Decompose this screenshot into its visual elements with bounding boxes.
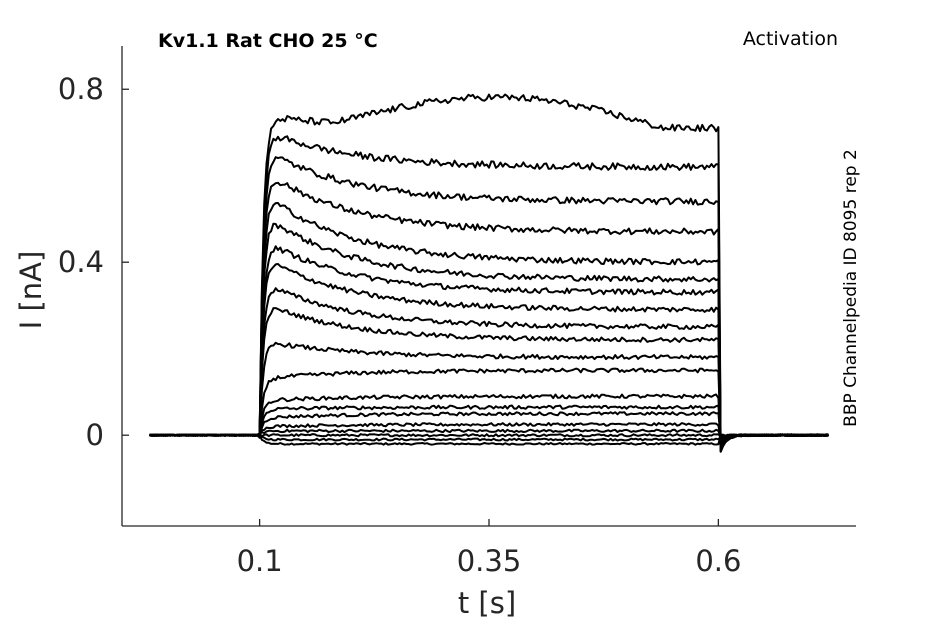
x-tick-label: 0.6 [695,544,741,578]
current-trace [149,433,829,442]
x-tick-label: 0.1 [237,544,283,578]
current-trace [149,135,829,453]
y-tick-label: 0.4 [58,245,104,279]
current-trace [149,433,829,439]
current-trace [149,367,829,443]
current-traces [149,93,830,453]
current-trace [149,287,829,446]
y-axis-label: I [nA] [14,251,48,330]
y-tick-label: 0.8 [58,72,104,106]
current-trace [149,433,829,446]
current-trace [149,422,829,440]
protocol-label: Activation [743,28,838,50]
y-axis-ticks: 0 0.4 0.8 [58,72,129,452]
current-trace [149,341,829,445]
y-tick-label: 0 [86,418,104,452]
current-trace [149,428,830,439]
x-axis-ticks: 0.1 0.35 0.6 [237,519,741,578]
current-trace [149,93,829,453]
x-axis-label: t [s] [458,586,516,620]
source-id-label: BBP Channelpedia ID 8095 rep 2 [841,149,861,427]
x-tick-label: 0.35 [457,544,522,578]
current-trace [149,181,830,452]
current-trace [149,393,829,443]
current-trace [149,404,829,441]
current-trace [149,411,829,441]
chart-title: Kv1.1 Rat CHO 25 °C [158,30,378,52]
